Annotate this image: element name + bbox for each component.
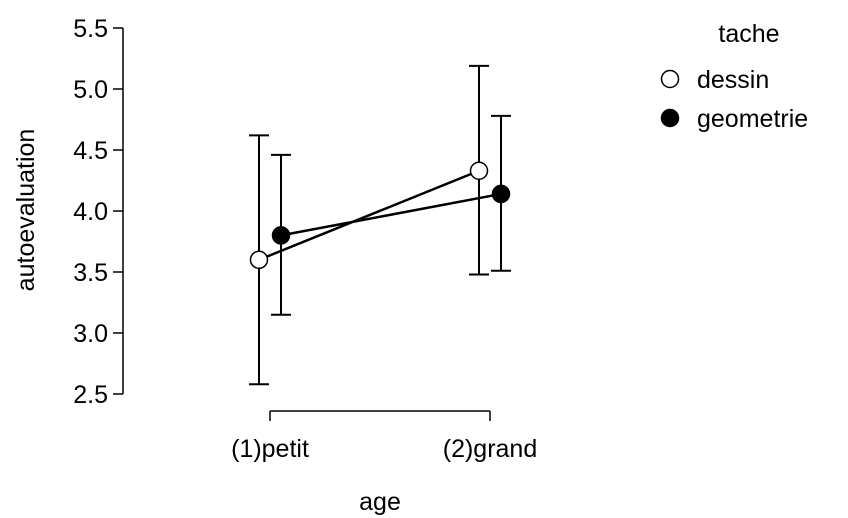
x-tick-label: (2)grand: [443, 435, 538, 463]
data-point: [469, 161, 489, 180]
y-tick-label: 5.5: [73, 15, 108, 43]
y-axis-title: autoevaluation: [12, 129, 40, 292]
y-axis: 2.5 3.0 3.5 4.0 4.5 5.0 5.5: [73, 15, 124, 409]
x-axis: (1)petit (2)grand: [231, 410, 538, 463]
legend-item: dessin: [660, 66, 769, 94]
series-layer: [249, 64, 511, 386]
x-axis-title: age: [359, 488, 401, 516]
legend-title: tache: [718, 20, 779, 48]
x-tick-label: (1)petit: [231, 435, 309, 463]
y-tick-label: 2.5: [73, 381, 108, 409]
y-tick-label: 3.5: [73, 259, 108, 287]
legend-marker: [660, 69, 680, 89]
legend-label: geometrie: [697, 105, 808, 133]
legend: tache dessin geometrie: [660, 20, 808, 133]
data-point: [249, 250, 269, 270]
data-point: [271, 226, 291, 245]
y-tick-label: 4.0: [73, 198, 108, 226]
data-point: [491, 184, 511, 204]
series-dessin: [249, 64, 489, 386]
y-tick-label: 4.5: [73, 137, 108, 165]
legend-item: geometrie: [660, 105, 808, 133]
y-tick-label: 5.0: [73, 76, 108, 104]
series-line: [258, 169, 480, 261]
series-line: [280, 192, 502, 237]
y-tick-label: 3.0: [73, 320, 108, 348]
legend-label: dessin: [697, 66, 769, 94]
series-geometrie: [271, 114, 511, 316]
legend-marker: [660, 108, 680, 128]
